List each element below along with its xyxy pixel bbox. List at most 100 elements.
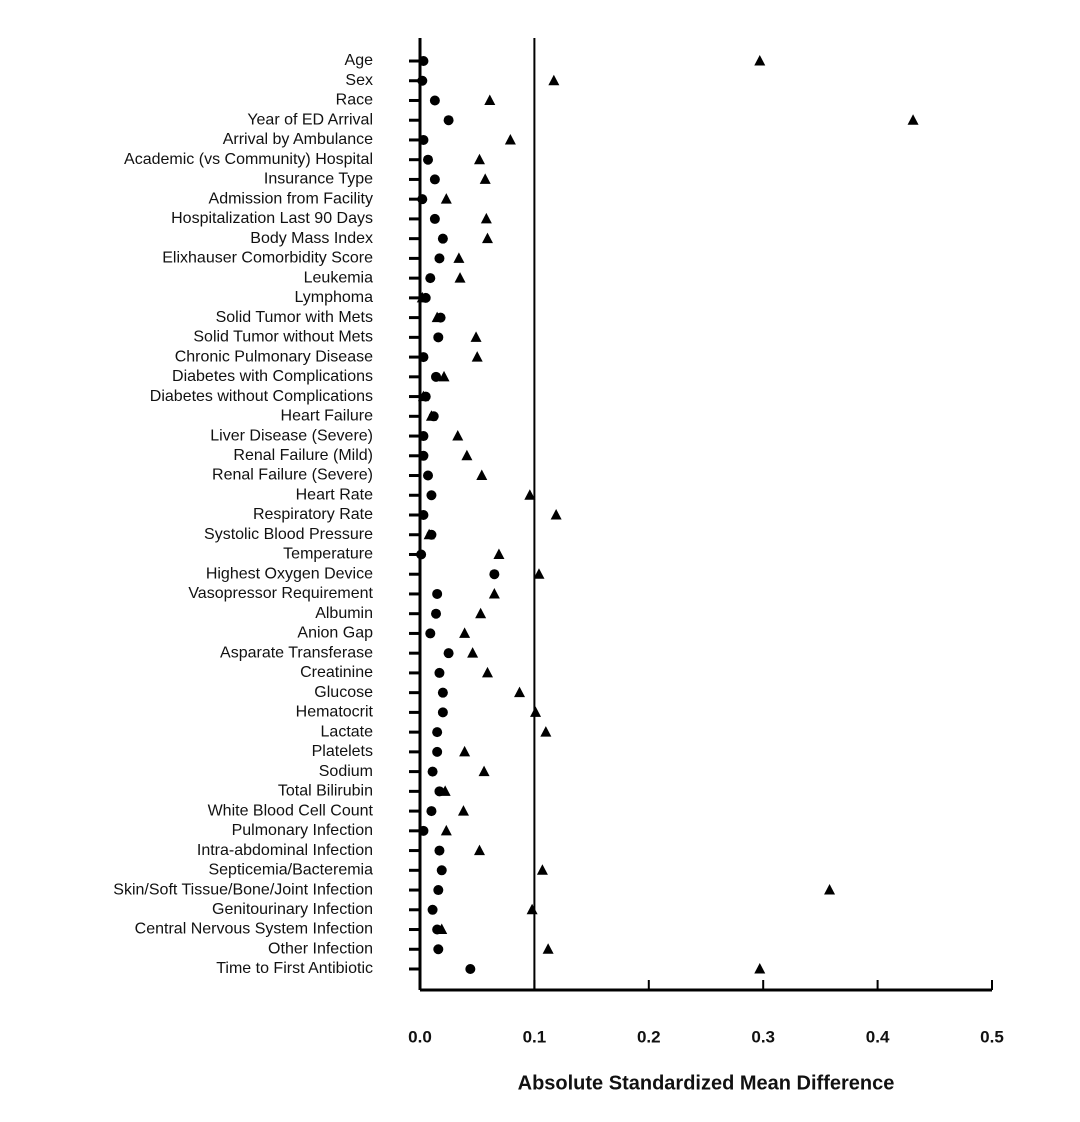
point [454,272,466,283]
y-tick-label: Heart Failure [281,408,374,425]
point [431,371,442,382]
point [423,470,434,481]
y-tick-label: Race [336,92,373,109]
y-tick-label: Anion Gap [297,625,373,642]
point [540,726,552,737]
point [436,865,447,876]
point [443,648,454,659]
y-tick-label: Glucose [314,684,373,701]
point [417,75,428,86]
x-axis-label: Absolute Standardized Mean Difference [518,1072,895,1094]
point [457,805,469,816]
point [425,410,437,421]
y-tick-label: Sodium [319,763,373,780]
point [489,569,500,580]
y-tick-label: Total Bilirubin [278,783,373,800]
point [526,903,538,915]
point [533,568,545,579]
y-tick-label: Elixhauser Comorbidity Score [162,250,373,267]
y-tick-label: Lactate [321,723,374,740]
point [426,490,437,501]
point [416,549,427,560]
x-tick-label: 0.4 [866,1027,890,1046]
point [437,233,448,244]
y-tick-label: Solid Tumor without Mets [193,329,373,346]
y-tick-label: Solid Tumor with Mets [216,309,373,326]
point [423,154,434,165]
point [471,351,483,362]
point [484,94,496,105]
y-tick-label: Time to First Antibiotic [216,960,373,977]
point [467,647,479,658]
y-tick-label: Respiratory Rate [253,506,373,523]
point [429,174,440,185]
y-tick-label: Asparate Transferase [220,644,373,661]
point [754,55,766,66]
y-tick-label: Leukemia [304,269,373,286]
y-tick-label: Other Infection [268,940,373,957]
point [433,944,444,955]
point [461,449,473,461]
point [443,115,454,126]
point [530,706,542,717]
y-tick-label: Renal Failure (Mild) [233,447,373,464]
y-tick-label: Vasopressor Requirement [188,585,373,602]
y-tick-label: Genitourinary Infection [212,901,373,918]
point [438,370,450,382]
point [754,963,766,974]
y-tick-label: Heart Rate [296,486,373,503]
point [418,431,429,442]
point [459,627,471,638]
y-tick-label: Sex [345,72,373,89]
y-tick-label: Body Mass Index [250,230,373,247]
point [476,469,488,481]
point [418,134,429,145]
point [514,686,526,698]
point [548,74,560,86]
point [824,884,836,895]
y-tick-label: Chronic Pulmonary Disease [175,348,373,365]
y-tick-label: Hospitalization Last 90 Days [171,210,373,227]
point [431,311,443,323]
point [434,845,445,856]
point [418,56,429,66]
point [481,232,493,244]
y-tick-label: Albumin [315,605,373,622]
point [416,291,428,303]
point [418,825,429,836]
point [418,352,429,363]
point [417,194,428,205]
y-tick-label: Diabetes with Complications [172,368,373,385]
point [427,904,438,915]
point [473,153,485,165]
point [427,766,438,777]
y-tick-label: Academic (vs Community) Hospital [124,151,373,168]
y-tick-label: Arrival by Ambulance [223,131,373,148]
point [478,765,490,777]
y-tick-label: Admission from Facility [209,190,373,207]
x-tick-label: 0.2 [637,1027,661,1046]
point [440,824,452,836]
y-tick-label: Hematocrit [296,704,374,721]
point [432,588,443,599]
y-tick-label: Year of ED Arrival [247,111,373,128]
y-tick-label: Septicemia/Bacteremia [208,862,373,879]
y-tick-label: Diabetes without Complications [150,388,373,405]
point [437,687,448,698]
point [475,607,487,619]
point [434,667,445,678]
y-tick-label: Platelets [312,743,373,760]
y-tick-label: Intra-abdominal Infection [197,842,373,859]
point [425,273,436,284]
point [504,133,516,145]
point [453,252,465,263]
point [429,213,440,224]
y-tick-label: Temperature [283,546,373,563]
y-tick-label: Lymphoma [294,289,373,306]
point [542,943,554,954]
y-tick-label: Pulmonary Infection [232,822,373,839]
y-tick-label: Insurance Type [264,171,373,188]
point [418,510,429,520]
point [433,885,444,896]
